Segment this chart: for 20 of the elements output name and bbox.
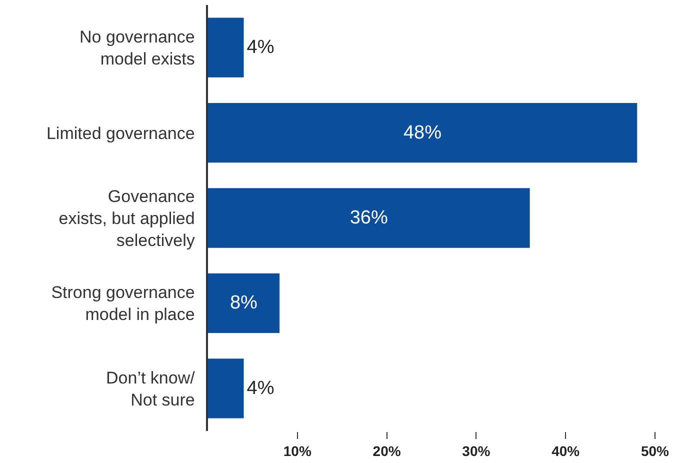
bar	[208, 188, 530, 248]
y-tick-label: Govenance exists, but applied selectively	[58, 186, 196, 250]
bar	[208, 358, 244, 418]
x-tick-label: 50%	[640, 442, 670, 459]
data-label: 36%	[350, 208, 388, 228]
x-tick-label: 10%	[283, 442, 312, 459]
y-tick-label: Limited governance	[46, 124, 195, 143]
x-tick-label: 40%	[552, 442, 580, 459]
y-tick-label: Strong governance model in place	[51, 283, 195, 324]
data-label: 48%	[403, 122, 442, 144]
bar	[208, 18, 244, 78]
bar	[208, 273, 280, 334]
y-tick-label: No governance model exists	[80, 28, 195, 69]
y-tick-label: Don’t know/ Not sure	[106, 368, 196, 410]
data-label: 4%	[246, 378, 274, 399]
data-label: 8%	[230, 292, 258, 314]
bar	[208, 102, 638, 163]
data-label: 4%	[246, 37, 274, 58]
x-tick-label: 30%	[462, 442, 491, 459]
x-tick-label: 20%	[372, 442, 402, 459]
